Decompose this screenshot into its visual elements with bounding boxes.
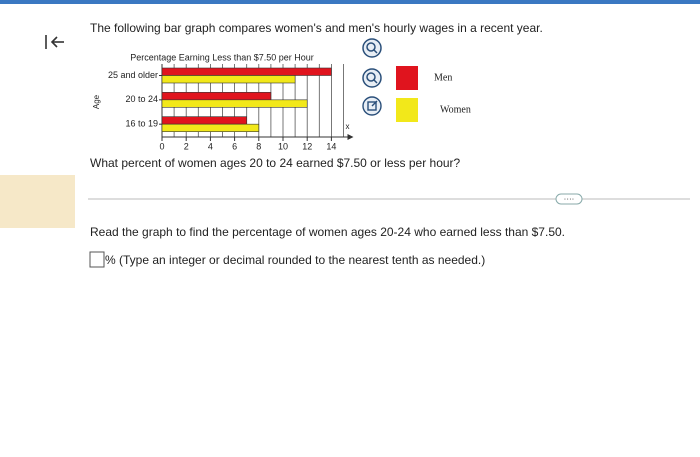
x-tick-label: 8 (256, 141, 261, 151)
y-tick-label: 16 to 19 (125, 119, 158, 129)
x-tick-label: 0 (159, 141, 164, 151)
more-button[interactable] (555, 193, 583, 205)
prompt-title: The following bar graph compares women's… (90, 21, 543, 35)
zoom-button[interactable] (362, 68, 382, 88)
y-axis-label: Age (92, 94, 101, 109)
chart-title: Percentage Earning Less than $7.50 per H… (130, 52, 314, 62)
bar (161, 123, 260, 132)
y-tick-label: 25 and older (108, 70, 158, 80)
more-dots: ···· (564, 195, 575, 204)
instruction: Read the graph to find the percentage of… (90, 225, 565, 239)
top-bar (0, 0, 700, 4)
answer-input[interactable] (89, 251, 105, 268)
x-axis-label: x (346, 122, 350, 131)
legend-label: Men (434, 72, 452, 83)
answer-hint: % (Type an integer or decimal rounded to… (105, 253, 485, 267)
bar (161, 99, 308, 108)
chart: Percentage Earning Less than $7.50 per H… (92, 52, 471, 151)
side-highlight (0, 175, 75, 228)
back-button[interactable] (45, 35, 64, 49)
x-tick-label: 12 (302, 141, 312, 151)
open-button[interactable] (362, 96, 382, 116)
x-axis-arrow (347, 134, 354, 140)
y-tick-label: 20 to 24 (125, 94, 158, 104)
zoom-button[interactable] (362, 38, 382, 58)
bar (161, 116, 247, 125)
bar (161, 67, 332, 76)
legend-swatch (396, 66, 418, 90)
x-tick-label: 4 (208, 141, 213, 151)
legend-swatch (396, 98, 418, 122)
x-tick-label: 10 (278, 141, 288, 151)
bar (161, 75, 296, 84)
bar (161, 92, 272, 101)
x-tick-label: 14 (326, 141, 336, 151)
legend-label: Women (440, 104, 471, 115)
question: What percent of women ages 20 to 24 earn… (90, 156, 461, 170)
x-tick-label: 6 (232, 141, 237, 151)
x-tick-label: 2 (184, 141, 189, 151)
